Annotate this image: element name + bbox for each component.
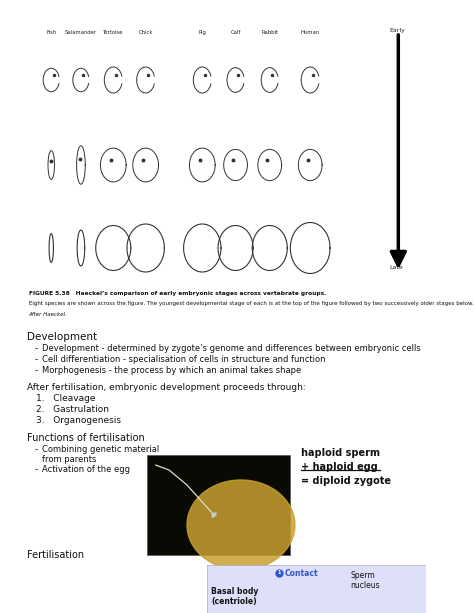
Bar <box>146 455 291 555</box>
Text: + haploid egg: + haploid egg <box>301 462 378 472</box>
Text: 1: 1 <box>277 571 281 576</box>
Text: haploid sperm: haploid sperm <box>301 448 380 458</box>
Text: -: - <box>34 445 37 454</box>
Text: 3.   Organogenesis: 3. Organogenesis <box>36 416 121 425</box>
Text: Early: Early <box>389 28 405 33</box>
Text: Salamander: Salamander <box>65 30 97 35</box>
Text: Pig: Pig <box>198 30 206 35</box>
Text: 1.   Cleavage: 1. Cleavage <box>36 394 95 403</box>
Text: Combining genetic material: Combining genetic material <box>42 445 160 454</box>
Text: Human: Human <box>301 30 320 35</box>
Text: Eight species are shown across the figure. The youngest developmental stage of e: Eight species are shown across the figur… <box>29 301 474 306</box>
Text: = diploid zygote: = diploid zygote <box>301 476 391 486</box>
Text: FIGURE 5.38   Haeckel’s comparison of early embryonic stages across vertebrate g: FIGURE 5.38 Haeckel’s comparison of earl… <box>29 291 326 296</box>
Text: Chick: Chick <box>138 30 153 35</box>
Text: Activation of the egg: Activation of the egg <box>42 465 130 474</box>
Text: Rabbit: Rabbit <box>261 30 278 35</box>
Text: Calf: Calf <box>230 30 241 35</box>
Text: -: - <box>34 465 37 474</box>
Text: Morphogenesis - the process by which an animal takes shape: Morphogenesis - the process by which an … <box>42 366 301 375</box>
Text: -: - <box>34 366 37 375</box>
Text: -: - <box>34 344 37 353</box>
Text: Contact: Contact <box>285 568 319 577</box>
Text: Late: Late <box>389 265 403 270</box>
Text: Basal body
(centriole): Basal body (centriole) <box>211 587 259 606</box>
Text: After fertilisation, embryonic development proceeds through:: After fertilisation, embryonic developme… <box>27 383 306 392</box>
Bar <box>207 565 426 613</box>
Text: Development - determined by zygote’s genome and differences between embryonic ce: Development - determined by zygote’s gen… <box>42 344 421 353</box>
Text: 2.   Gastrulation: 2. Gastrulation <box>36 405 109 414</box>
Text: Sperm
nucleus: Sperm nucleus <box>351 571 380 590</box>
Text: Fish: Fish <box>46 30 56 35</box>
Text: Tortoise: Tortoise <box>103 30 124 35</box>
Text: Fertilisation: Fertilisation <box>27 550 84 560</box>
Polygon shape <box>187 480 295 570</box>
Ellipse shape <box>211 512 217 518</box>
Text: Development: Development <box>27 332 97 342</box>
Text: After Haeckel.: After Haeckel. <box>29 312 67 317</box>
Text: Functions of fertilisation: Functions of fertilisation <box>27 433 145 443</box>
Text: from parents: from parents <box>42 455 97 464</box>
Bar <box>27 15 387 280</box>
Text: Cell differentiation - specialisation of cells in structure and function: Cell differentiation - specialisation of… <box>42 355 326 364</box>
Text: -: - <box>34 355 37 364</box>
